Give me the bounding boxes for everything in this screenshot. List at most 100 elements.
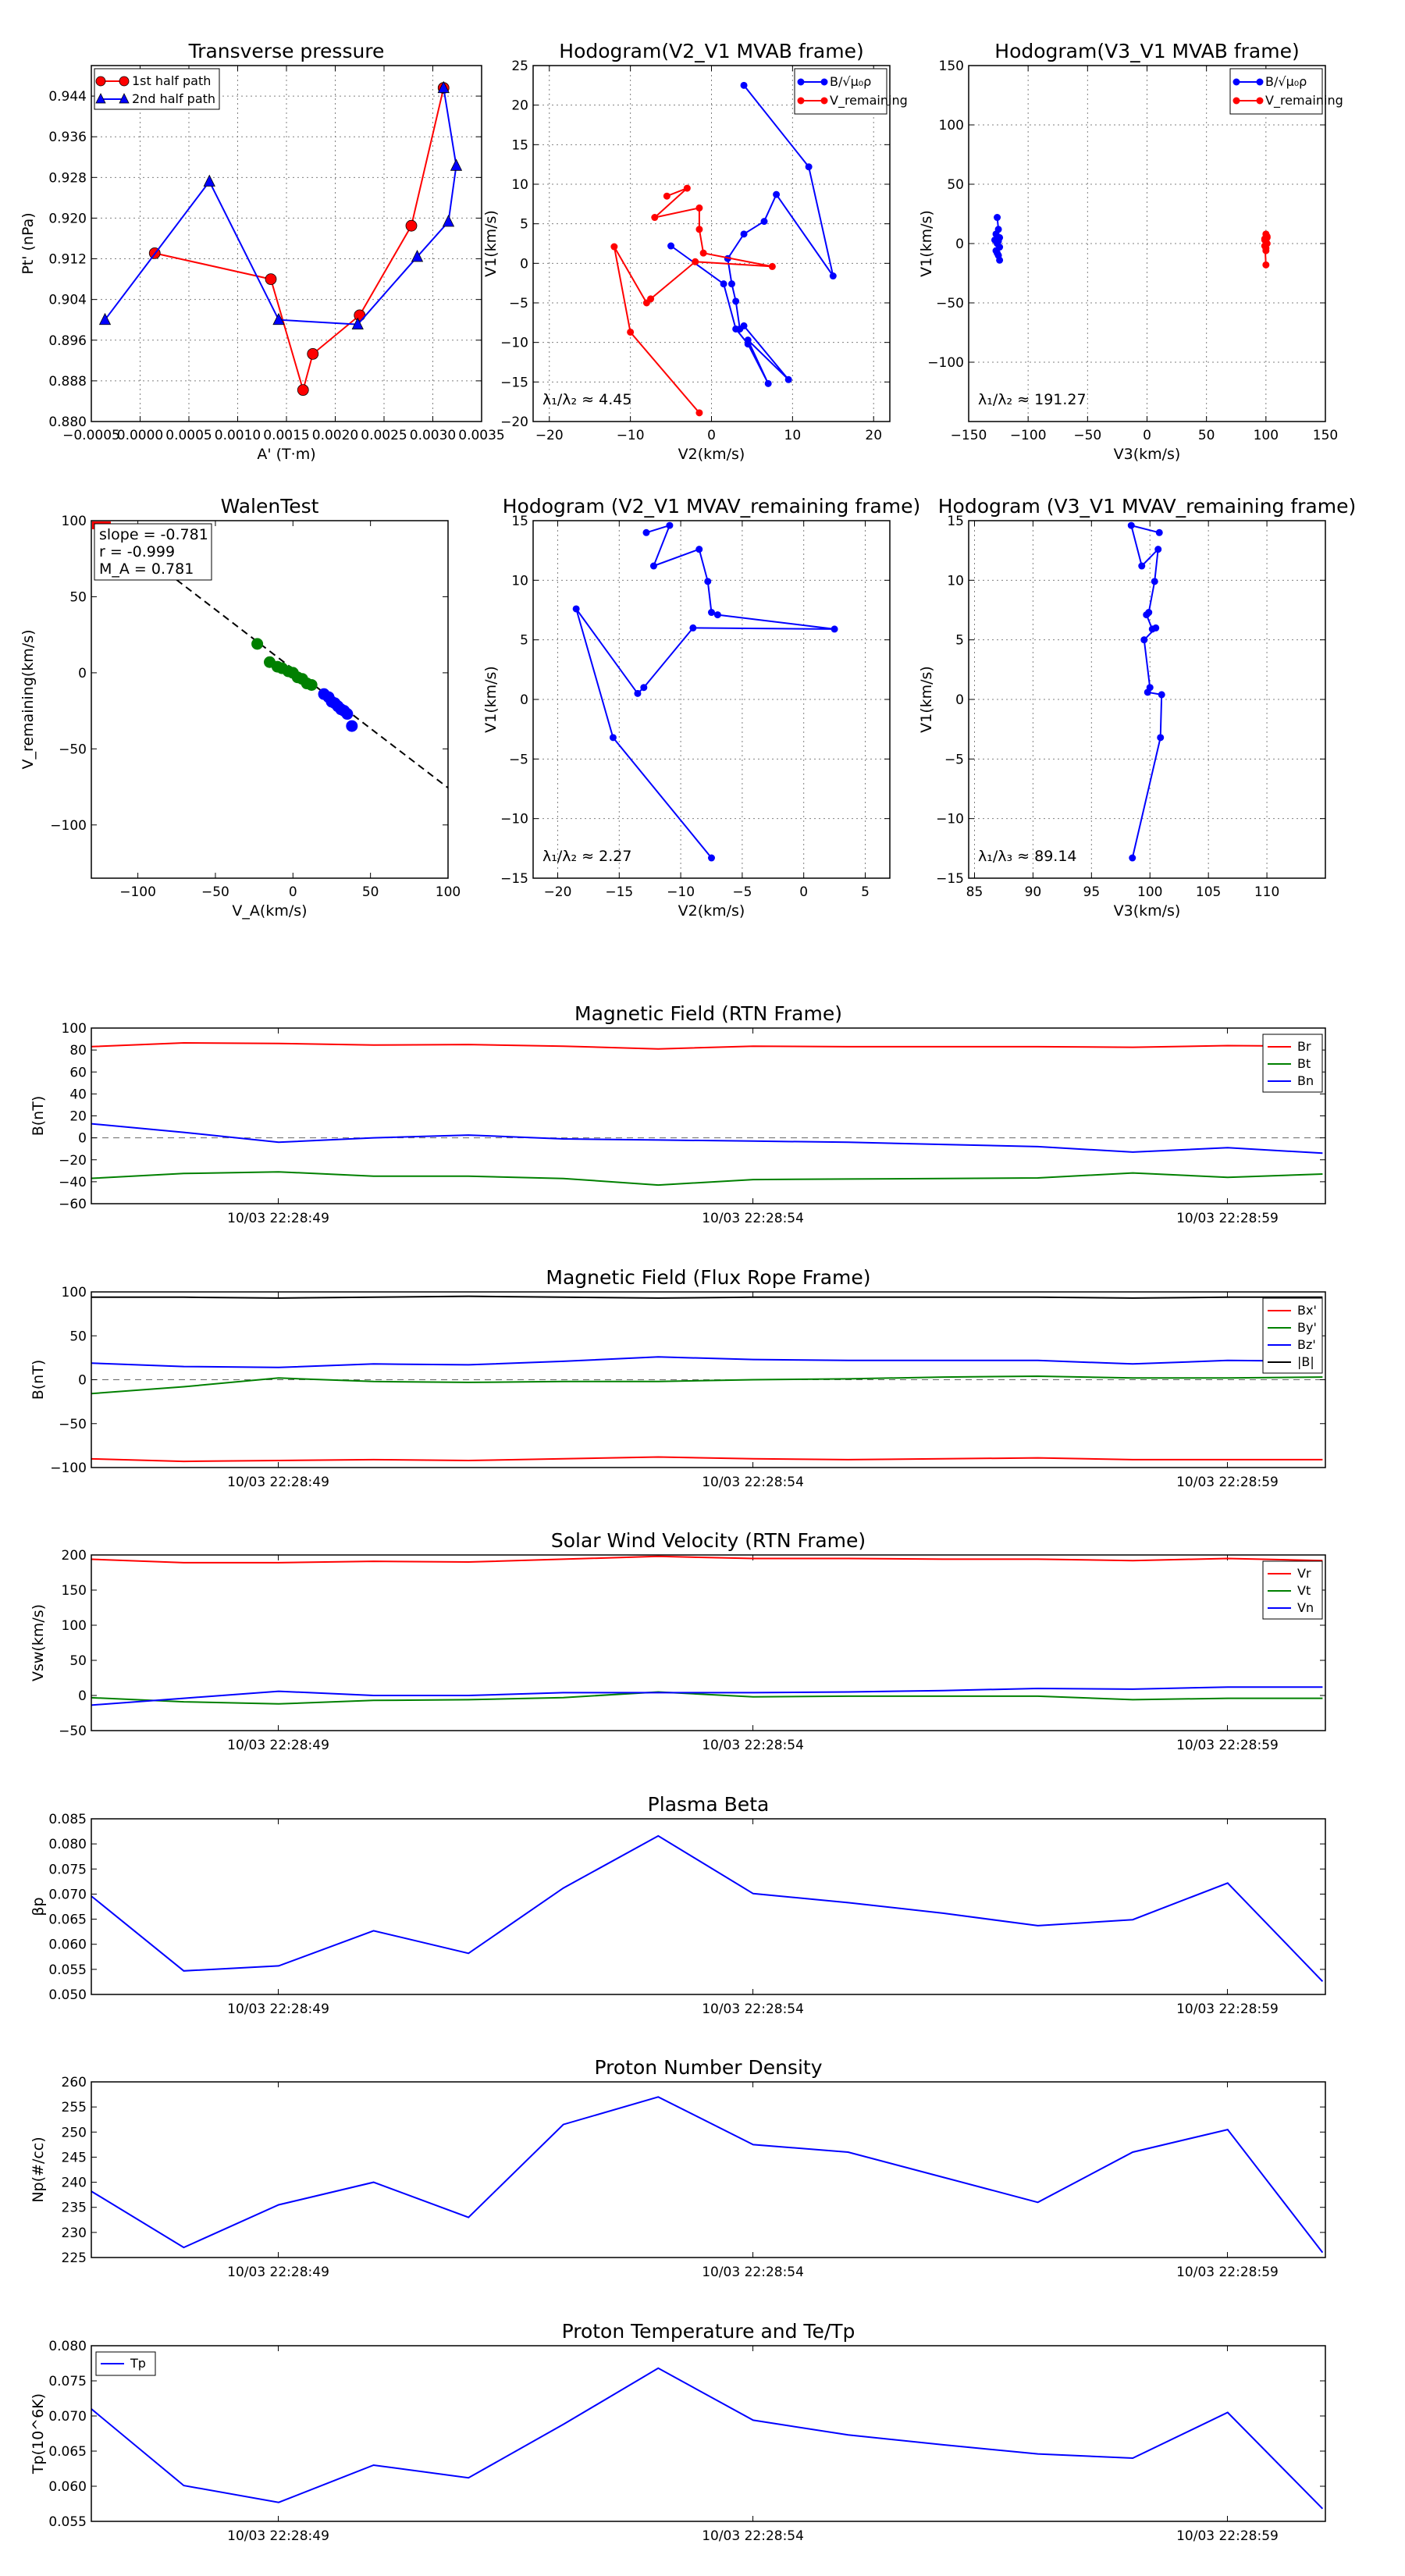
data-point bbox=[450, 158, 463, 171]
y-tick-label: −10 bbox=[500, 812, 528, 827]
y-tick-label: 0 bbox=[520, 692, 528, 708]
magnetic-field-rtn-plot-border bbox=[91, 1027, 1326, 1204]
y-tick-label: 0.060 bbox=[48, 1937, 87, 1953]
y-axis-label: βp bbox=[30, 1897, 47, 1916]
y-tick-label: 255 bbox=[62, 2100, 87, 2115]
legend-label: Bz' bbox=[1297, 1337, 1316, 1352]
y-tick-label: 0.060 bbox=[48, 2479, 87, 2495]
proton-number-density-plot-border bbox=[91, 2081, 1326, 2258]
y-tick-label: 40 bbox=[69, 1087, 87, 1102]
data-point bbox=[98, 312, 112, 326]
plasma-beta-plot-area bbox=[91, 1819, 1325, 1994]
proton-temperature-chart: 0.055 0.060 0.065 0.070 0.075 0.080 10/03 22:2… bbox=[30, 2320, 1326, 2544]
time-tick-label: 10/03 22:28:59 bbox=[1176, 2528, 1279, 2544]
series-line-Vt bbox=[91, 1691, 1323, 1705]
y-tick-label: 235 bbox=[62, 2201, 87, 2216]
x-tick-label: 100 bbox=[436, 884, 461, 900]
legend-label: Bx' bbox=[1297, 1303, 1317, 1318]
x-tick-label: 100 bbox=[1254, 428, 1279, 443]
solar-wind-velocity-plot-area bbox=[91, 1555, 1325, 1731]
series-line-By' bbox=[91, 1375, 1323, 1395]
data-point bbox=[642, 528, 650, 536]
data-point bbox=[95, 93, 106, 104]
y-axis-label: Np(#/cc) bbox=[30, 2137, 47, 2202]
data-point bbox=[740, 81, 748, 89]
legend-label: 1st half path bbox=[132, 73, 211, 88]
time-tick-label: 10/03 22:28:49 bbox=[227, 1211, 329, 1226]
x-tick-label: −150 bbox=[951, 428, 987, 443]
x-tick-label: 0.0025 bbox=[361, 428, 407, 443]
x-tick-label: 10 bbox=[784, 428, 802, 443]
y-axis-label: B(nT) bbox=[30, 1096, 47, 1137]
y-tick-label: 0.904 bbox=[48, 293, 87, 308]
chart-title: Magnetic Field (RTN Frame) bbox=[574, 1002, 842, 1025]
mach-text: M_A = 0.781 bbox=[99, 560, 194, 578]
x-tick-label: −0.0005 bbox=[62, 428, 120, 443]
y-tick-label: 5 bbox=[520, 633, 528, 649]
data-point bbox=[609, 734, 617, 742]
y-axis-label: B(nT) bbox=[30, 1360, 47, 1400]
y-tick-label: 0.880 bbox=[48, 415, 87, 430]
data-point bbox=[610, 243, 618, 251]
y-tick-label: 50 bbox=[69, 1329, 87, 1344]
x-axis-label: V2(km/s) bbox=[678, 446, 745, 463]
series-lines bbox=[91, 1295, 1323, 1463]
legend: Tp bbox=[95, 2351, 156, 2376]
x-tick-label: −5 bbox=[732, 884, 752, 900]
data-point bbox=[695, 204, 703, 212]
series-lines bbox=[91, 1041, 1323, 1187]
data-point bbox=[572, 605, 580, 613]
y-tick-label: 100 bbox=[62, 1618, 87, 1634]
chart-title: Hodogram(V3_V1 MVAB frame) bbox=[994, 40, 1299, 62]
proton-temperature-plot-border bbox=[91, 2345, 1326, 2522]
x-tick-label: 0.0035 bbox=[458, 428, 504, 443]
data-point bbox=[1262, 261, 1270, 269]
chart-title: WalenTest bbox=[221, 495, 319, 518]
series-line-0 bbox=[575, 524, 835, 859]
y-tick-label: 0.085 bbox=[48, 1812, 87, 1827]
time-tick-label: 10/03 22:28:54 bbox=[702, 1738, 804, 1753]
x-tick-label: 0.0030 bbox=[410, 428, 456, 443]
data-point bbox=[831, 625, 838, 633]
chart-title: Proton Number Density bbox=[595, 2056, 823, 2079]
legend-label: V_remaining bbox=[1265, 93, 1343, 109]
series-lines bbox=[91, 2096, 1324, 2254]
y-tick-label: 0 bbox=[78, 1373, 87, 1389]
legend-label: Vr bbox=[1297, 1566, 1311, 1581]
x-axis-label: A' (T·m) bbox=[257, 446, 315, 463]
transverse-pressure-plot-border bbox=[91, 65, 482, 422]
time-tick-label: 10/03 22:28:49 bbox=[227, 2001, 329, 2017]
chart-title: Magnetic Field (Flux Rope Frame) bbox=[546, 1266, 870, 1289]
y-axis-label: Tp(10^6K) bbox=[30, 2393, 47, 2475]
data-point bbox=[1256, 78, 1264, 86]
y-tick-label: 0.896 bbox=[48, 333, 87, 349]
data-point bbox=[720, 280, 727, 288]
x-tick-label: 95 bbox=[1083, 884, 1101, 900]
y-tick-label: 0 bbox=[78, 666, 87, 681]
y-tick-label: 60 bbox=[69, 1065, 87, 1080]
solar-wind-velocity-chart: −50 0 50 100 150 200 10/03 22:28:49 10/03 22:28… bbox=[30, 1529, 1326, 1753]
y-tick-label: 5 bbox=[520, 217, 528, 233]
time-tick-label: 10/03 22:28:59 bbox=[1176, 1211, 1279, 1226]
time-tick-label: 10/03 22:28:54 bbox=[702, 1211, 804, 1226]
y-axis-label: V1(km/s) bbox=[482, 666, 500, 733]
series-line-Vr bbox=[91, 1555, 1323, 1564]
y-tick-label: 0.070 bbox=[48, 2409, 87, 2425]
data-point bbox=[797, 78, 805, 86]
chart-title: Hodogram (V2_V1 MVAV_remaining frame) bbox=[503, 495, 921, 518]
y-axis-label: V1(km/s) bbox=[918, 666, 935, 733]
data-point bbox=[704, 578, 712, 585]
y-tick-label: −15 bbox=[936, 871, 964, 887]
x-axis-label: V3(km/s) bbox=[1114, 902, 1181, 920]
data-point bbox=[305, 678, 318, 691]
data-point bbox=[708, 854, 715, 862]
data-point bbox=[666, 521, 674, 529]
y-tick-label: −50 bbox=[59, 1417, 87, 1432]
legend-label: B/√μ₀ρ bbox=[1265, 74, 1307, 89]
x-tick-label: 0 bbox=[799, 884, 808, 900]
data-point bbox=[760, 218, 768, 226]
plasma-beta-chart: 0.050 0.055 0.060 0.065 0.070 0.075 0.080 0.085… bbox=[30, 1793, 1326, 2017]
